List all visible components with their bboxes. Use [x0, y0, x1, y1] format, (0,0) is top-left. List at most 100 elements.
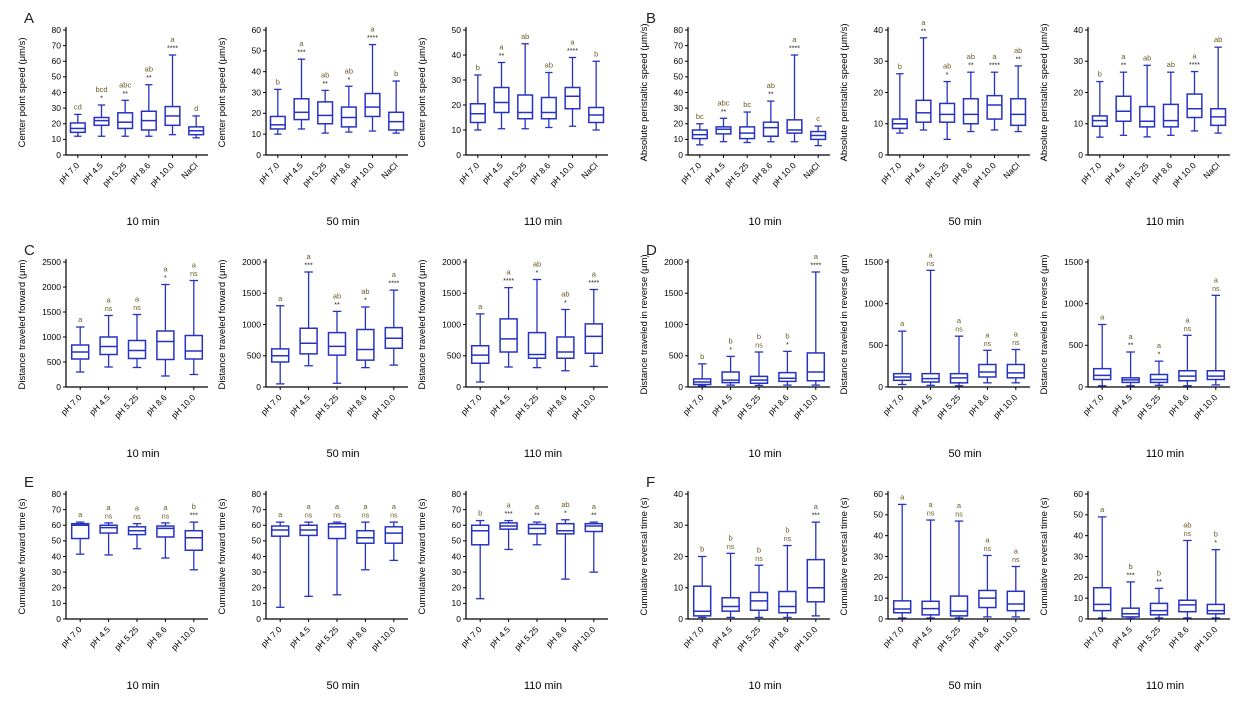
svg-text:c: c [816, 114, 820, 123]
svg-text:50: 50 [52, 72, 62, 82]
figure-row-1: A 0 10 20 30 40 50 60 70 80 Center point speed (μ… [0, 0, 1244, 232]
svg-text:pH 5.25: pH 5.25 [300, 160, 328, 188]
svg-text:pH 10.0: pH 10.0 [169, 624, 197, 652]
svg-text:40: 40 [52, 87, 62, 97]
svg-text:b: b [898, 62, 902, 71]
svg-text:ns: ns [1012, 340, 1020, 347]
svg-text:60: 60 [52, 520, 62, 530]
svg-text:30: 30 [252, 567, 262, 577]
svg-text:ns: ns [362, 513, 370, 520]
svg-text:pH 8.6: pH 8.6 [344, 392, 369, 417]
svg-text:****: **** [367, 35, 378, 42]
svg-text:Cumulative reversal time (s): Cumulative reversal time (s) [639, 497, 650, 615]
svg-text:pH 5.25: pH 5.25 [934, 624, 962, 652]
svg-text:20: 20 [252, 583, 262, 593]
svg-text:pH 5.25: pH 5.25 [312, 392, 340, 420]
svg-text:a: a [278, 510, 283, 519]
svg-text:ab: ab [1143, 53, 1151, 62]
svg-text:a: a [1014, 330, 1019, 339]
svg-text:1500: 1500 [442, 288, 461, 298]
svg-text:50 min: 50 min [326, 448, 359, 460]
svg-text:1500: 1500 [1064, 257, 1083, 267]
svg-text:10: 10 [52, 134, 62, 144]
svg-text:d: d [194, 104, 198, 113]
svg-text:*: * [564, 300, 567, 307]
svg-text:NaCl: NaCl [379, 160, 400, 181]
svg-text:pH 5.25: pH 5.25 [722, 160, 750, 188]
svg-text:1500: 1500 [864, 257, 883, 267]
svg-text:Center point speed (μm/s): Center point speed (μm/s) [417, 37, 428, 147]
boxplot-D-10min: 0 500 1000 1500 2000 Distance traveled in rev… [636, 232, 836, 464]
svg-text:a: a [929, 250, 934, 259]
svg-text:**: ** [1121, 63, 1127, 70]
svg-text:pH 7.0: pH 7.0 [256, 160, 281, 185]
svg-text:110 min: 110 min [1146, 448, 1184, 460]
svg-text:0: 0 [1078, 382, 1083, 392]
svg-text:ns: ns [190, 271, 198, 278]
svg-text:30: 30 [52, 103, 62, 113]
svg-text:NaCl: NaCl [1201, 160, 1222, 181]
svg-text:Absolute peristaltic speed (μm: Absolute peristaltic speed (μm/s) [839, 23, 850, 161]
svg-text:pH 8.6: pH 8.6 [966, 624, 991, 649]
svg-text:0: 0 [878, 150, 883, 160]
svg-text:1500: 1500 [242, 288, 261, 298]
svg-text:pH 8.6: pH 8.6 [966, 392, 991, 417]
svg-text:30: 30 [52, 567, 62, 577]
svg-text:ns: ns [755, 556, 763, 563]
svg-text:b: b [1214, 530, 1218, 539]
svg-text:110 min: 110 min [1146, 216, 1184, 228]
boxplot-C-10min: 0 500 1000 1500 2000 2500 Distance traveled fo… [14, 232, 214, 464]
svg-text:pH 4.5: pH 4.5 [87, 624, 112, 649]
svg-text:pH 5.25: pH 5.25 [1122, 160, 1150, 188]
boxplot-A-110min: 0 10 20 30 40 50 Center point speed (μm/s) pH 7… [414, 0, 614, 232]
panel-label-F: F [646, 474, 656, 491]
svg-text:a: a [814, 502, 819, 511]
svg-text:a: a [370, 25, 375, 34]
svg-text:pH 5.25: pH 5.25 [512, 392, 540, 420]
svg-text:pH 10.0: pH 10.0 [1191, 392, 1219, 420]
svg-text:Center point speed (μm/s): Center point speed (μm/s) [217, 37, 228, 147]
svg-text:10: 10 [674, 134, 684, 144]
boxplot-E-50min: 0 10 20 30 40 50 60 70 80 Cumulative forward time… [214, 464, 414, 696]
svg-text:0: 0 [456, 614, 461, 624]
svg-text:Distance traveled in reverse (: Distance traveled in reverse (μm) [1039, 254, 1050, 394]
svg-text:500: 500 [247, 351, 261, 361]
panel-A: A 0 10 20 30 40 50 60 70 80 Center point speed (μ… [0, 0, 622, 232]
svg-text:*: * [946, 72, 949, 79]
svg-text:pH 4.5: pH 4.5 [487, 624, 512, 649]
svg-text:a: a [929, 500, 934, 509]
svg-text:ab: ab [333, 291, 341, 300]
svg-text:a: a [78, 315, 83, 324]
boxplot-A-10min: 0 10 20 30 40 50 60 70 80 Center point speed (μm/… [14, 0, 214, 232]
svg-text:***: *** [297, 50, 305, 57]
svg-text:10: 10 [52, 598, 62, 608]
svg-text:a: a [535, 502, 540, 511]
svg-text:pH 5.25: pH 5.25 [112, 392, 140, 420]
svg-text:a: a [1014, 547, 1019, 556]
svg-text:10: 10 [674, 583, 684, 593]
svg-text:10 min: 10 min [748, 680, 781, 692]
svg-text:ab: ab [545, 61, 553, 70]
svg-text:10: 10 [874, 119, 884, 129]
svg-text:a: a [135, 504, 140, 513]
svg-text:30: 30 [674, 103, 684, 113]
svg-text:**: ** [921, 28, 927, 35]
svg-text:pH 10.0: pH 10.0 [148, 160, 176, 188]
svg-text:b: b [1129, 562, 1133, 571]
svg-text:pH 5.25: pH 5.25 [734, 392, 762, 420]
svg-text:Distance traveled in reverse (: Distance traveled in reverse (μm) [839, 254, 850, 394]
svg-text:0: 0 [56, 614, 61, 624]
svg-text:**: ** [1015, 56, 1021, 63]
svg-text:pH 10.0: pH 10.0 [991, 624, 1019, 652]
svg-text:20: 20 [874, 572, 884, 582]
svg-text:b: b [394, 69, 398, 78]
svg-text:10 min: 10 min [126, 680, 159, 692]
svg-text:10: 10 [252, 129, 262, 139]
svg-text:ns: ns [333, 513, 341, 520]
svg-text:pH 10.0: pH 10.0 [348, 160, 376, 188]
svg-text:0: 0 [678, 150, 683, 160]
svg-text:ab: ab [1014, 46, 1022, 55]
svg-text:a: a [814, 252, 819, 261]
svg-text:*: * [100, 96, 103, 103]
svg-text:bc: bc [743, 100, 751, 109]
